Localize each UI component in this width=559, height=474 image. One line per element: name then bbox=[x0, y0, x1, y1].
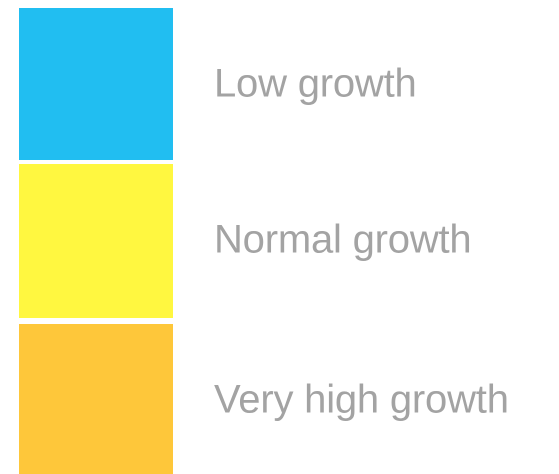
low-growth-swatch bbox=[19, 8, 173, 160]
legend-item-normal-growth: Normal growth bbox=[0, 164, 559, 318]
legend-label: Very high growth bbox=[214, 377, 509, 422]
legend-label: Normal growth bbox=[214, 217, 472, 262]
legend-label: Low growth bbox=[214, 61, 417, 106]
very-high-growth-swatch bbox=[19, 324, 173, 474]
normal-growth-swatch bbox=[19, 164, 173, 318]
legend-item-low-growth: Low growth bbox=[0, 8, 559, 160]
legend-item-very-high-growth: Very high growth bbox=[0, 324, 559, 474]
